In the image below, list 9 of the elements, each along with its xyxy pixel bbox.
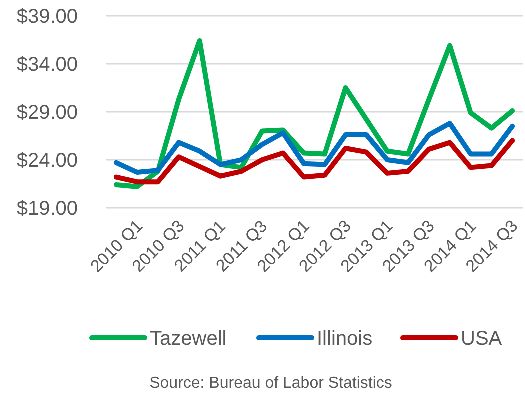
legend-label: USA <box>461 328 503 350</box>
legend-label: Tazewell <box>150 328 227 350</box>
source-note: Source: Bureau of Labor Statistics <box>150 375 392 392</box>
y-tick-label: $39.00 <box>16 6 78 28</box>
legend-label: Illinois <box>317 328 373 350</box>
y-tick-label: $24.00 <box>16 150 78 172</box>
y-tick-label: $19.00 <box>16 198 78 220</box>
y-tick-label: $29.00 <box>16 102 78 124</box>
y-tick-label: $34.00 <box>16 54 78 76</box>
